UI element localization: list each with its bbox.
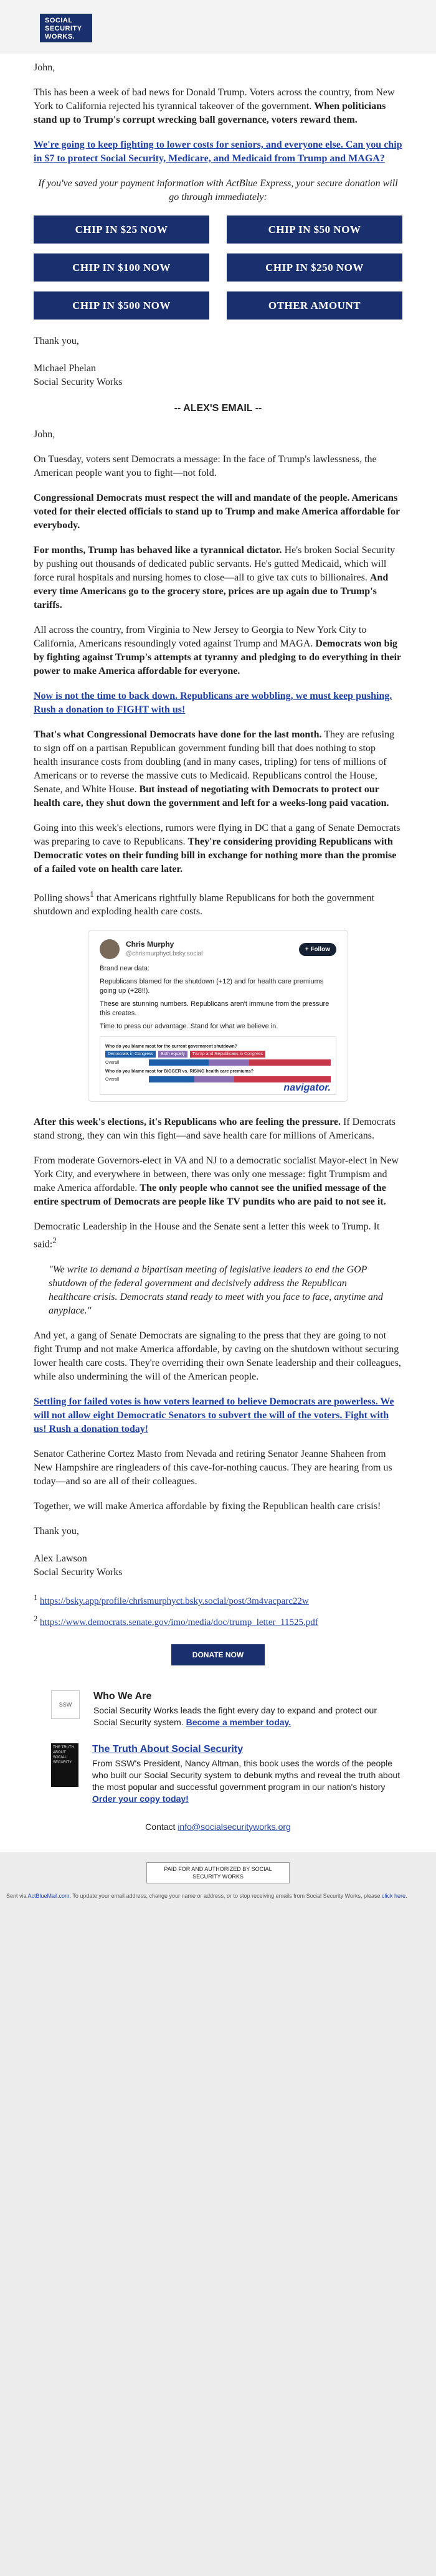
- post-text-1: Brand new data:: [100, 965, 150, 973]
- paragraph-3: Congressional Democrats must respect the…: [34, 493, 400, 531]
- navigator-brand: navigator.: [283, 1082, 331, 1094]
- email-body: John, This has been a week of bad news f…: [0, 54, 436, 1834]
- row-label: Overall: [105, 1077, 120, 1082]
- avatar: [100, 939, 120, 960]
- follow-button[interactable]: + Follow: [298, 942, 336, 956]
- book-promo: THE TRUTH ABOUT SOCIAL SECURITY The Trut…: [51, 1743, 402, 1805]
- paragraph-8: Polling shows1 that Americans rightfully…: [34, 889, 375, 917]
- post-text-3: These are stunning numbers. Republicans …: [100, 1000, 329, 1018]
- donate-now-button[interactable]: DONATE NOW: [171, 1644, 265, 1665]
- contact-line: Contact info@socialsecurityworks.org: [145, 1821, 291, 1832]
- paragraph-7: Going into this week's elections, rumors…: [34, 823, 400, 874]
- post-text-4: Time to press our advantage. Stand for w…: [100, 1023, 278, 1031]
- greeting-2: John,: [34, 429, 55, 440]
- post-handle: @chrismurphyct.bsky.social: [126, 950, 203, 958]
- legend-dem: Democrats in Congress: [105, 1051, 156, 1058]
- chart-question-1: Who do you blame most for the current go…: [105, 1044, 237, 1049]
- chip-in-100-button[interactable]: CHIP IN $100 NOW: [34, 253, 209, 282]
- greeting: John,: [34, 62, 55, 73]
- who-we-are-promo: SSW Who We Are Social Security Works lea…: [51, 1690, 402, 1728]
- click-here-link[interactable]: click here: [381, 1892, 405, 1899]
- actblue-note: If you've saved your payment information…: [38, 178, 398, 202]
- donation-buttons: CHIP IN $25 NOW CHIP IN $50 NOW CHIP IN …: [34, 215, 402, 320]
- bar-segment: [194, 1076, 235, 1083]
- footnote-ref-1[interactable]: 1: [90, 889, 94, 899]
- chart-question-2: Who do you blame most for BIGGER vs. RIS…: [105, 1069, 254, 1074]
- other-amount-button[interactable]: OTHER AMOUNT: [227, 291, 402, 320]
- legend-both: Both equally: [158, 1051, 187, 1058]
- donation-link[interactable]: Settling for failed votes is how voters …: [34, 1396, 394, 1434]
- who-we-are-title: Who We Are: [93, 1690, 152, 1702]
- paragraph-5: All across the country, from Virginia to…: [34, 625, 401, 676]
- paragraph-11: Democratic Leadership in the House and t…: [34, 1221, 380, 1250]
- paid-for-disclaimer: PAID FOR AND AUTHORIZED BY SOCIAL SECURI…: [146, 1862, 290, 1883]
- bar-row-premiums: [149, 1076, 331, 1083]
- chip-in-500-button[interactable]: CHIP IN $500 NOW: [34, 291, 209, 320]
- bar-row-shutdown: [149, 1059, 331, 1066]
- footnote-link-1[interactable]: https://bsky.app/profile/chrismurphyct.b…: [40, 1596, 309, 1606]
- paragraph-2: On Tuesday, voters sent Democrats a mess…: [34, 454, 377, 478]
- paragraph-13: Senator Catherine Cortez Masto from Neva…: [34, 1448, 392, 1487]
- bar-segment: [234, 1076, 331, 1083]
- bar-segment: [149, 1059, 209, 1066]
- actblue-link[interactable]: ActBlueMail.com: [27, 1892, 70, 1899]
- chip-in-250-button[interactable]: CHIP IN $250 NOW: [227, 253, 402, 282]
- signoff-michael: Thank you, Michael Phelan Social Securit…: [34, 336, 123, 387]
- contact-email-link[interactable]: info@socialsecurityworks.org: [178, 1821, 291, 1832]
- post-text-2: Republicans blamed for the shutdown (+12…: [100, 978, 324, 995]
- paragraph-10: From moderate Governors-elect in VA and …: [34, 1155, 399, 1208]
- row-label: Overall: [105, 1060, 120, 1065]
- bar-segment: [149, 1076, 194, 1083]
- fight-link[interactable]: Now is not the time to back down. Republ…: [34, 691, 392, 715]
- legend-rep: Trump and Republicans in Congress: [189, 1051, 266, 1058]
- footnotes: 1 https://bsky.app/profile/chrismurphyct…: [34, 1593, 318, 1627]
- email-page: SOCIAL SECURITY WORKS. John, This has be…: [0, 0, 436, 1906]
- ask-link[interactable]: We're going to keep fighting to lower co…: [34, 140, 402, 164]
- chip-in-25-button[interactable]: CHIP IN $25 NOW: [34, 215, 209, 244]
- paragraph-6: That's what Congressional Democrats have…: [34, 729, 395, 808]
- footnote-ref-2[interactable]: 2: [52, 1236, 57, 1246]
- poll-chart: Who do you blame most for the current go…: [100, 1036, 336, 1096]
- alex-email-divider: -- ALEX'S EMAIL --: [174, 403, 262, 414]
- order-copy-link[interactable]: Order your copy today!: [92, 1793, 189, 1804]
- footnote-link-2[interactable]: https://www.democrats.senate.gov/imo/med…: [40, 1617, 318, 1627]
- post-author: Chris Murphy: [126, 940, 174, 949]
- paragraph-4: For months, Trump has behaved like a tyr…: [34, 545, 396, 610]
- ssw-small-logo-icon: SSW: [51, 1690, 80, 1719]
- leadership-quote: "We write to demand a bipartisan meeting…: [49, 1264, 383, 1316]
- intro-paragraph: This has been a week of bad news for Don…: [34, 87, 395, 125]
- bar-segment: [209, 1059, 249, 1066]
- book-title-link[interactable]: The Truth About Social Security: [92, 1743, 244, 1754]
- email-header: SOCIAL SECURITY WORKS.: [0, 0, 436, 54]
- become-member-link[interactable]: Become a member today.: [186, 1717, 291, 1727]
- signoff-alex: Thank you, Alex Lawson Social Security W…: [34, 1525, 123, 1578]
- paragraph-14: Together, we will make America affordabl…: [34, 1500, 381, 1512]
- footer: PAID FOR AND AUTHORIZED BY SOCIAL SECURI…: [0, 1852, 436, 1906]
- embedded-post[interactable]: Chris Murphy @chrismurphyct.bsky.social …: [88, 930, 348, 1102]
- ssw-logo[interactable]: SOCIAL SECURITY WORKS.: [40, 14, 92, 42]
- chip-in-50-button[interactable]: CHIP IN $50 NOW: [227, 215, 402, 244]
- paragraph-12: And yet, a gang of Senate Democrats are …: [34, 1330, 401, 1382]
- paragraph-9: After this week's elections, it's Republ…: [34, 1117, 396, 1142]
- unsubscribe-text: Sent via ActBlueMail.com. To update your…: [6, 1892, 407, 1899]
- bar-segment: [249, 1059, 331, 1066]
- book-cover-image[interactable]: THE TRUTH ABOUT SOCIAL SECURITY: [51, 1743, 78, 1787]
